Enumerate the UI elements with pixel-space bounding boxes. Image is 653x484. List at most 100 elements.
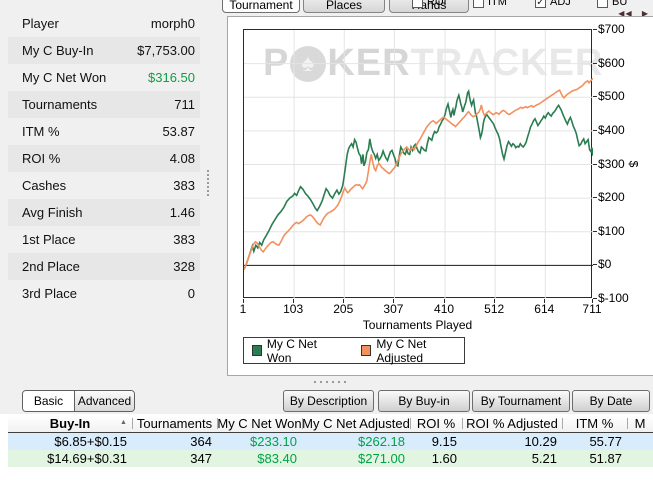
column-header-roi-adjusted[interactable]: ROI % Adjusted — [466, 416, 558, 431]
y-axis-title: $ — [626, 160, 641, 168]
column-header-itm-[interactable]: ITM % — [575, 416, 614, 431]
cell: $262.18 — [358, 434, 405, 449]
cell: $14.69+$0.31 — [47, 451, 127, 466]
y-tick-label: $600 — [598, 55, 625, 70]
sort-ascending-icon: ▲ — [120, 419, 127, 426]
y-tick-label: $500 — [598, 89, 625, 104]
tab-scroll-right-icon[interactable]: ▶ — [641, 9, 649, 18]
y-tick-label: $300 — [598, 156, 625, 171]
x-tick-label: 307 — [383, 302, 404, 316]
stat-label: 2nd Place — [22, 259, 80, 274]
column-separator — [562, 418, 563, 429]
cell — [627, 450, 653, 467]
stat-value: morph0 — [150, 16, 195, 31]
x-tick-label: 614 — [534, 302, 555, 316]
checkbox-roi[interactable] — [412, 0, 423, 8]
group-button-by-description[interactable]: By Description — [283, 390, 374, 412]
stat-row-1st-place: 1st Place 383 — [8, 226, 200, 253]
checkbox-bu[interactable] — [597, 0, 608, 8]
cell: 1.60 — [431, 451, 457, 466]
watermark-text-tracker: TRACKER — [410, 42, 604, 84]
cell: 51.87 — [589, 451, 622, 466]
checkbox-label: BU — [612, 0, 628, 8]
checkbox-label: ITM — [488, 0, 507, 8]
checkbox-itm[interactable] — [473, 0, 484, 8]
stat-value: 383 — [173, 178, 195, 193]
group-button-by-buy-in[interactable]: By Buy-in — [378, 390, 470, 412]
y-tick-label: $200 — [598, 190, 625, 205]
legend-swatch-icon — [361, 345, 372, 356]
checkbox-adj-checked[interactable]: ✓ — [535, 0, 546, 8]
cell: 55.77 — [589, 434, 622, 449]
watermark-text-ker: KER — [327, 42, 411, 84]
column-header-roi-[interactable]: ROI % — [416, 416, 456, 431]
cell: $271.00 — [358, 451, 405, 466]
x-tick-mark — [293, 299, 295, 303]
column-separator — [462, 418, 463, 429]
tab-scroll-arrows[interactable]: ◀◀ ▶ — [616, 8, 651, 19]
y-tick-label: $100 — [598, 223, 625, 238]
chart-legend: My C Net Won My C Net Adjusted — [243, 336, 465, 365]
player-stats-panel: Player morph0 My C Buy-In $7,753.00 My C Net… — [8, 10, 200, 307]
y-tick-label: $-100 — [598, 291, 629, 305]
filter-bu[interactable]: BU — [597, 0, 627, 8]
results-table-header: Buy-In ▲ Tournaments My C Net Won My C Net A… — [8, 415, 653, 433]
checkbox-label: ROI — [427, 0, 447, 8]
tab-bar: Tournament Places Hands ROI ITM ✓ ADJ BU — [0, 0, 653, 14]
y-tick-label: $700 — [598, 22, 625, 36]
column-header-m[interactable]: M — [634, 416, 646, 431]
x-tick-mark — [243, 299, 244, 303]
legend-swatch-icon — [252, 345, 262, 356]
table-row[interactable]: $6.85+$0.15 364 $233.10 $262.18 9.15 10.29 55.… — [8, 433, 653, 450]
filter-roi[interactable]: ROI — [412, 0, 447, 8]
group-button-by-date[interactable]: By Date — [572, 390, 650, 412]
mode-button-basic[interactable]: Basic — [23, 391, 74, 411]
column-header-my-c-net-won[interactable]: My C Net Won — [217, 416, 302, 431]
column-separator — [302, 418, 303, 429]
column-header-my-c-net-adjusted[interactable]: My C Net Adjusted — [302, 416, 410, 431]
tab-scroll-left-icon[interactable]: ◀◀ — [618, 9, 633, 18]
legend-label: My C Net Adjusted — [376, 336, 427, 365]
stat-label: 1st Place — [22, 232, 76, 247]
stat-value: 328 — [173, 259, 195, 274]
x-tick-label: 410 — [434, 302, 455, 316]
x-tick-mark — [544, 299, 546, 303]
horizontal-splitter-handle[interactable] — [312, 380, 348, 384]
tournament-graph-plot-area — [243, 29, 594, 299]
stat-value: 383 — [173, 232, 195, 247]
stat-label: ROI % — [22, 151, 61, 166]
mode-button-advanced[interactable]: Advanced — [74, 391, 134, 411]
x-tick-label: 512 — [484, 302, 505, 316]
x-tick-label: 711 — [582, 302, 602, 316]
group-button-by-tournament[interactable]: By Tournament — [472, 390, 570, 412]
tab-tournament[interactable]: Tournament — [222, 0, 300, 13]
y-tick-mark — [593, 163, 597, 165]
stat-label: ITM % — [22, 124, 60, 139]
column-separator — [132, 418, 133, 429]
filter-adj[interactable]: ✓ ADJ — [535, 0, 571, 8]
cell: 347 — [190, 451, 212, 466]
table-row[interactable]: $14.69+$0.31 347 $83.40 $271.00 1.60 5.21 51.8… — [8, 450, 653, 467]
y-tick-label: $0 — [598, 257, 612, 272]
vertical-splitter-handle[interactable] — [206, 168, 210, 198]
x-tick-label: 103 — [283, 302, 304, 316]
stat-row-cashes: Cashes 383 — [8, 172, 200, 199]
graph-svg — [243, 30, 594, 299]
stat-label: Cashes — [22, 178, 67, 193]
filter-itm[interactable]: ITM — [473, 0, 507, 8]
cell: $83.40 — [257, 451, 297, 466]
stat-label: Avg Finish — [22, 205, 83, 220]
x-tick-mark — [494, 299, 496, 303]
stat-value: 53.87 — [162, 124, 195, 139]
stat-row-3rd-place: 3rd Place 0 — [8, 280, 200, 307]
tab-places[interactable]: Places — [303, 0, 385, 13]
y-tick-mark — [593, 264, 597, 266]
column-header-buy-in[interactable]: Buy-In — [49, 416, 91, 431]
y-tick-mark — [593, 230, 597, 232]
x-axis-title: Tournaments Played — [362, 318, 473, 332]
stat-label: My C Net Won — [22, 70, 107, 85]
stat-label: My C Buy-In — [22, 43, 94, 58]
column-header-tournaments[interactable]: Tournaments — [136, 416, 213, 431]
x-tick-mark — [343, 299, 345, 303]
series-my-c-net-adjusted — [243, 77, 594, 270]
